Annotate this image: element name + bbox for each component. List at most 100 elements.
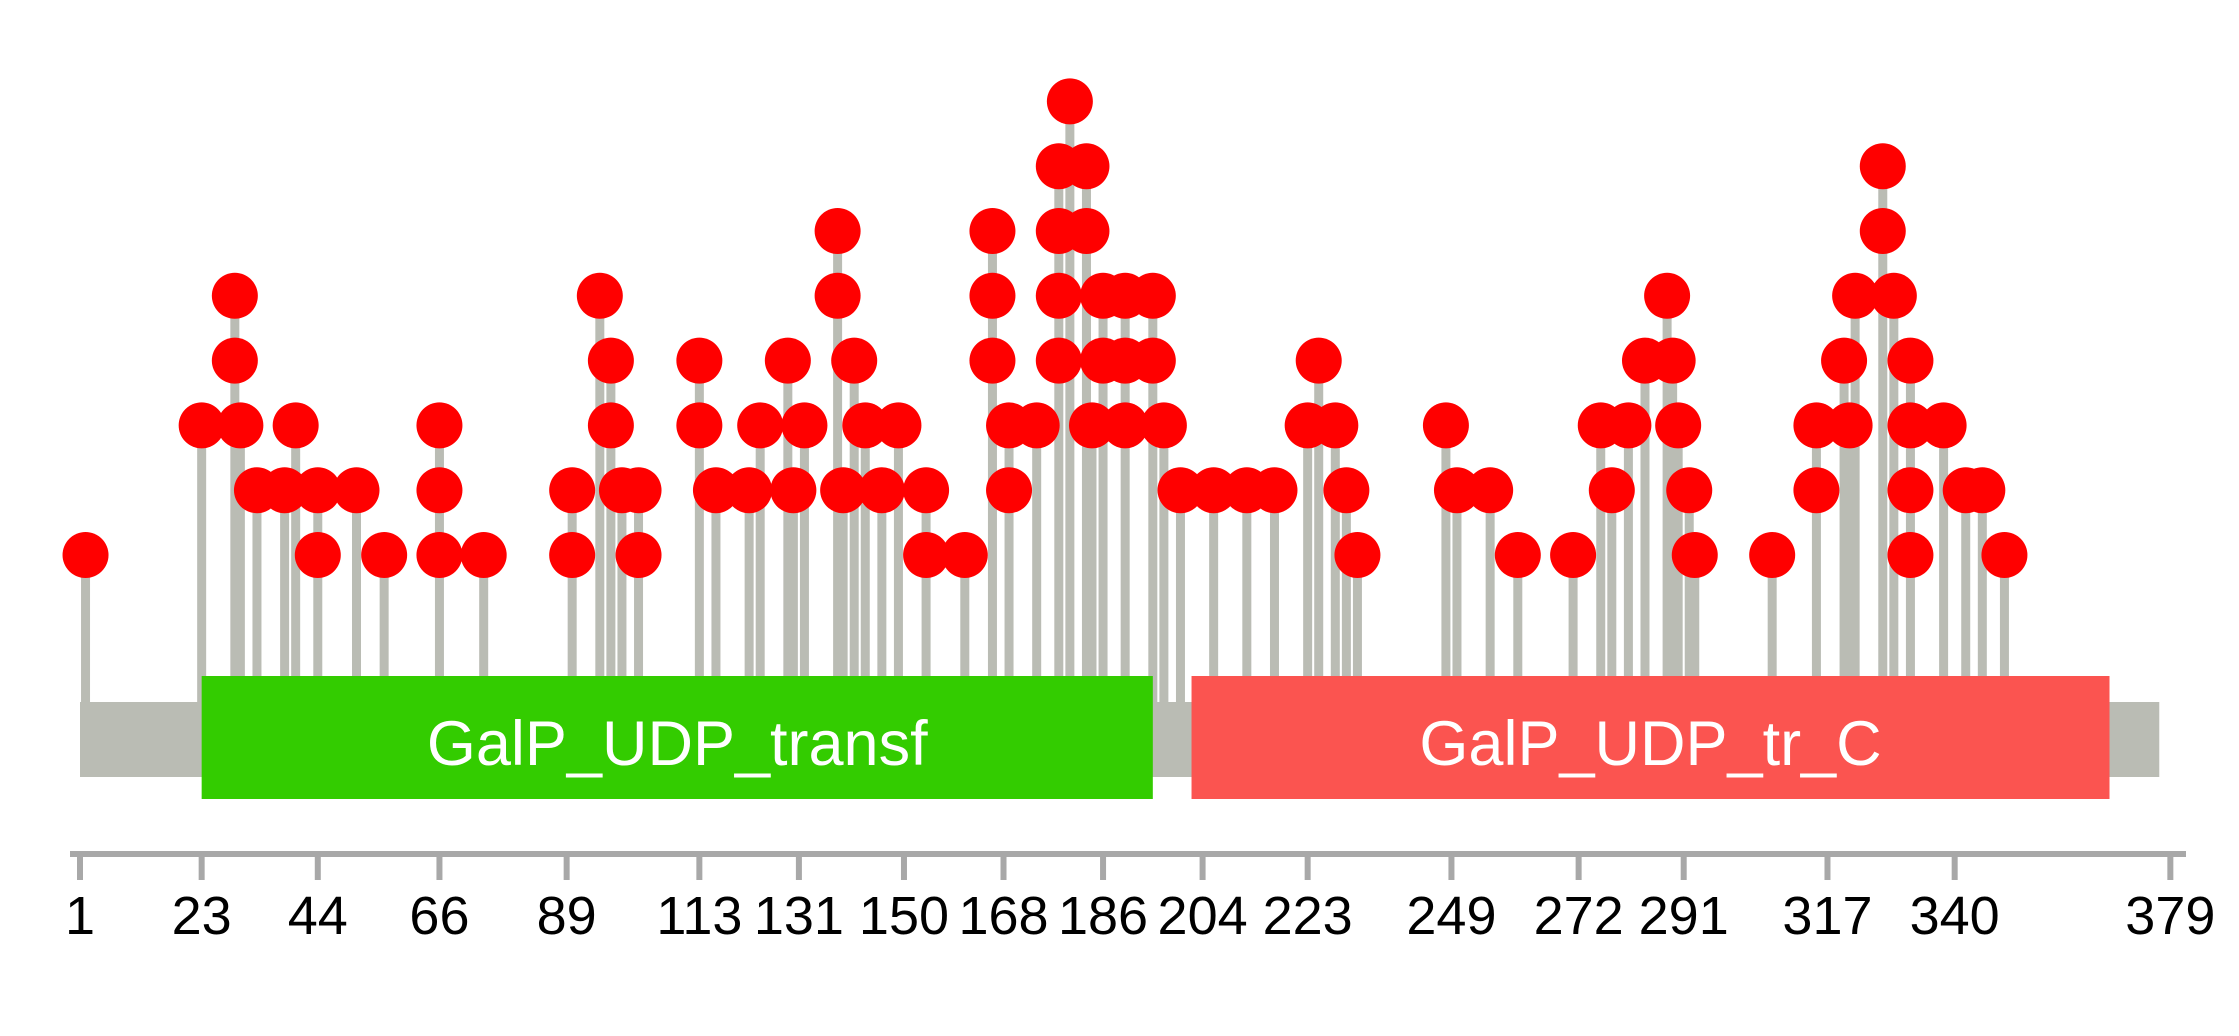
lollipop-stem [1596, 425, 1606, 745]
axis-tick-label: 1 [65, 886, 95, 946]
lollipop-stem [567, 490, 577, 745]
mutation-circle [1129, 337, 1176, 384]
lollipop-stem [606, 360, 616, 745]
lollipop-stem [197, 425, 207, 745]
mutation-circle [272, 402, 319, 449]
lollipop-stem [799, 425, 809, 745]
mutation-circle [549, 532, 596, 578]
mutation-circle [1887, 402, 1934, 449]
mutation-circle [1068, 402, 1115, 449]
mutation-circle [1644, 272, 1691, 319]
lollipop-stem [1684, 490, 1694, 745]
mutation-circle [1102, 402, 1149, 449]
lollipop-stem [1999, 555, 2009, 745]
axis-tick [1448, 851, 1455, 880]
lollipop-stem [81, 555, 91, 745]
lollipop-stem [1314, 360, 1324, 745]
mutation-circle [1046, 78, 1093, 125]
axis-tick-label: 223 [1263, 886, 1353, 946]
mutation-circle [770, 467, 817, 514]
mutation-circle [1129, 272, 1176, 319]
mutation-circle [814, 208, 861, 254]
mutation-circle [764, 337, 811, 384]
mutation-circle [1422, 402, 1469, 449]
lollipop-stem [1673, 425, 1683, 745]
mutation-circle [969, 337, 1016, 384]
lollipop-stem [877, 490, 887, 745]
axis-tick [900, 851, 907, 880]
axis-tick [696, 851, 703, 880]
mutation-circle [1550, 532, 1597, 578]
mutation-circle [261, 467, 308, 514]
mutation-circle [1920, 402, 1967, 449]
mutation-circle [820, 467, 867, 514]
mutation-circle [587, 402, 634, 449]
axis-tick-label: 150 [859, 886, 949, 946]
axis-tick [436, 851, 443, 880]
axis-tick-label: 168 [958, 886, 1048, 946]
mutation-circle [1140, 402, 1187, 449]
mutation-circle [814, 272, 861, 319]
axis-tick-label: 186 [1058, 886, 1148, 946]
lollipop-stem [1004, 425, 1014, 745]
axis-tick-label: 131 [754, 886, 844, 946]
lollipop-stem [1087, 425, 1097, 745]
lollipop-stem [352, 490, 361, 745]
lollipop-stem [1850, 295, 1860, 745]
axis-tick [1575, 851, 1582, 880]
lollipop-stem [1513, 555, 1523, 745]
mutation-circle [217, 402, 264, 449]
lollipop-stem [1081, 166, 1091, 745]
mutation-circle [1749, 532, 1796, 578]
mutation-circle [676, 402, 723, 449]
position-axis: 1 23 44 66 89 113 131 150 168 186 204 223 249 272 291 3… [65, 851, 2215, 946]
mutation-circle [1859, 143, 1906, 190]
mutation-circle [986, 467, 1033, 514]
mutation-circle [969, 272, 1016, 319]
lollipop-stem [1352, 555, 1362, 745]
mutation-circle [1793, 467, 1840, 514]
mutation-circle [875, 402, 922, 449]
axis-tick-label: 204 [1158, 886, 1248, 946]
mutation-circle [781, 402, 828, 449]
lollipop-stem [921, 490, 931, 745]
lollipop-stem [1878, 166, 1888, 745]
lollipop-stem [755, 425, 765, 745]
axis-line [70, 851, 2186, 857]
domain-galp-udp-transf [201, 676, 1153, 799]
axis-tick [198, 851, 205, 880]
axis-tick [1824, 851, 1831, 880]
mutation-circle [576, 272, 623, 319]
mutation-circle [1588, 467, 1635, 514]
mutation-circle [1655, 402, 1702, 449]
axis-tick-label: 113 [656, 886, 742, 946]
lollipop-stem [694, 360, 704, 745]
lollipop-stem [860, 425, 870, 745]
axis-tick [1951, 851, 1958, 880]
mutation-circle [416, 532, 463, 578]
lollipop-stem [783, 360, 793, 745]
lollipop-stem [595, 295, 605, 745]
lollipop-stem [1889, 295, 1899, 745]
lollipop-stem [230, 295, 240, 745]
lollipop-stem [960, 555, 970, 745]
mutation-circle [1190, 467, 1237, 514]
mutation-circle [692, 467, 739, 514]
mutation-circle [1826, 402, 1873, 449]
lollipop-stem [280, 490, 290, 745]
mutation-circle [858, 467, 905, 514]
mutation-circle [1859, 208, 1906, 254]
axis-tick [1304, 851, 1311, 880]
mutation-circle [294, 467, 341, 514]
lollipop-stem [1623, 425, 1633, 745]
mutation-circle [1605, 402, 1652, 449]
lollipop-stem [1242, 490, 1252, 745]
mutation-circle [1251, 467, 1298, 514]
lollipop-stem [1032, 425, 1042, 745]
mutation-circle [903, 467, 950, 514]
axis-tick-label: 379 [2125, 886, 2215, 946]
domain-label: GalP_UDP_tr_C [1419, 709, 1881, 779]
lollipop-stem [634, 490, 644, 745]
mutation-circle [587, 337, 634, 384]
